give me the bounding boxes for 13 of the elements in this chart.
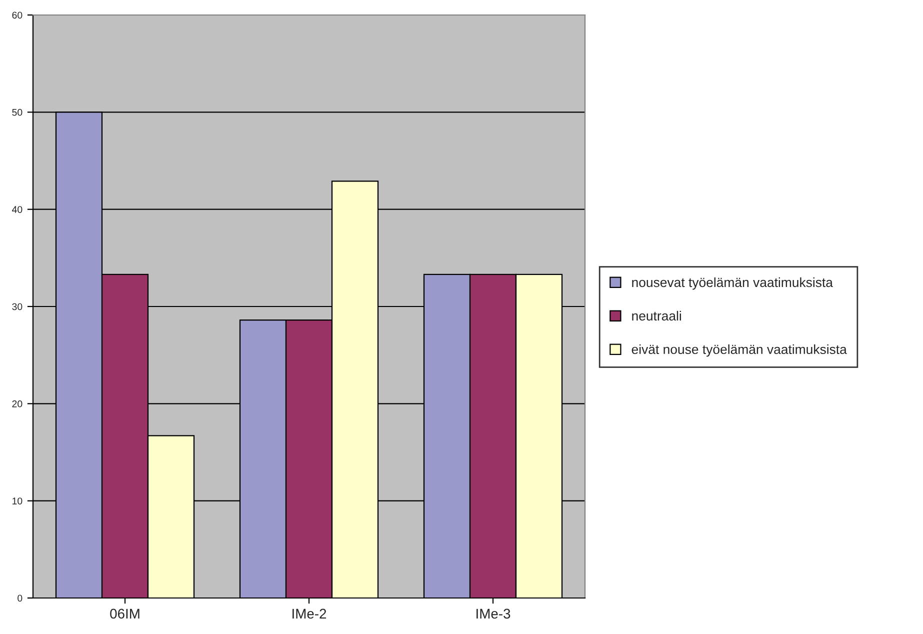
legend-label: eivät nouse työelämän vaatimuksista (632, 344, 847, 357)
y-tick-label: 10 (12, 498, 22, 504)
y-tick-label: 0 (18, 594, 22, 602)
x-tick-label: IMe-2 (292, 608, 326, 619)
y-tick-label: 20 (12, 400, 22, 408)
legend-label: nousevat työelämän vaatimuksista (632, 277, 833, 290)
x-tick-label: IMe-3 (476, 608, 510, 619)
y-tick-label: 60 (12, 12, 22, 19)
x-tick-label: 06IM (110, 608, 140, 619)
y-tick-label: 50 (12, 108, 22, 116)
y-tick-label: 40 (12, 206, 22, 213)
y-tick-label: 30 (12, 303, 22, 310)
legend-label: neutraali (632, 310, 681, 321)
